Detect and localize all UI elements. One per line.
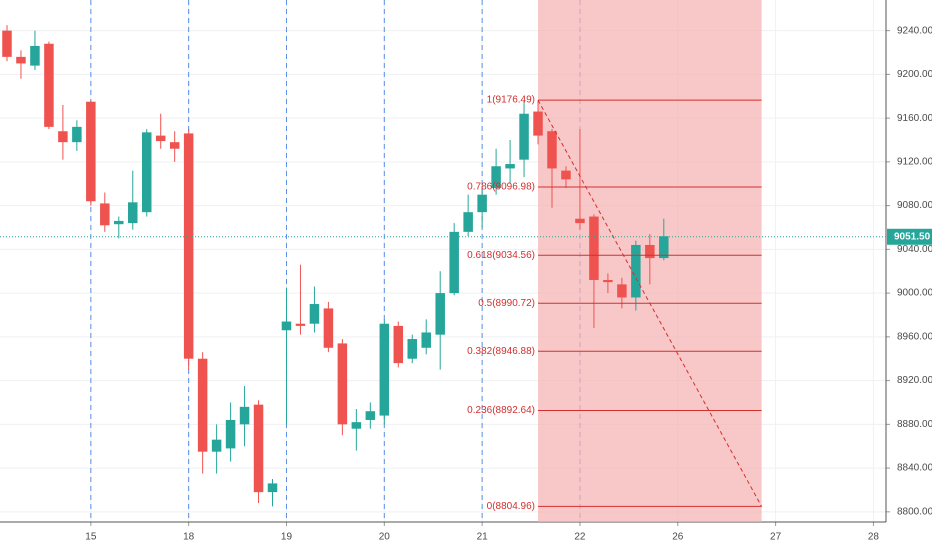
candle-body: [128, 202, 138, 224]
candle-body: [323, 308, 334, 348]
candle-body: [141, 132, 152, 213]
candle-body: [449, 231, 459, 294]
candle-body: [575, 218, 585, 224]
candle-body: [16, 56, 26, 64]
candle-body: [100, 203, 110, 226]
candle-body: [44, 43, 54, 127]
candle-body: [645, 244, 655, 259]
x-tick-label: 18: [183, 532, 195, 543]
y-tick-label: 9200.00: [897, 69, 932, 80]
x-tick-label: 19: [281, 532, 293, 543]
fib-label: 0.236(8892.64): [467, 405, 535, 416]
candle-body: [183, 133, 194, 359]
candle-body: [379, 323, 390, 416]
fib-label: 0.382(8946.88): [467, 346, 535, 357]
candle-body: [30, 45, 40, 66]
candle-body: [2, 30, 12, 57]
candle-body: [533, 111, 543, 136]
candle-body: [197, 358, 208, 452]
x-tick-label: 27: [770, 532, 782, 543]
candle-body: [505, 164, 515, 169]
candle-body: [58, 131, 68, 143]
candle-body: [421, 332, 431, 348]
candle-body: [589, 216, 599, 280]
x-tick-label: 22: [574, 532, 586, 543]
fib-label: 0.5(8990.72): [478, 298, 535, 309]
y-tick-label: 8880.00: [897, 419, 932, 430]
last-price-label: 9051.50: [894, 231, 931, 242]
candle-body: [155, 135, 166, 142]
candle-body: [365, 411, 376, 420]
y-tick-label: 8800.00: [897, 506, 932, 517]
x-tick-label: 15: [85, 532, 97, 543]
x-tick-label: 28: [868, 532, 880, 543]
y-tick-label: 8840.00: [897, 463, 932, 474]
y-tick-label: 8960.00: [897, 331, 932, 342]
last-price-box: [887, 228, 932, 245]
candle-body: [253, 404, 264, 493]
candle-body: [463, 212, 473, 232]
candle-body: [225, 419, 236, 449]
candle-body: [72, 126, 82, 143]
fib-label: 1(9176.49): [487, 95, 535, 106]
candle-body: [477, 194, 487, 213]
fib-label: 0(8804.96): [487, 501, 535, 512]
candle-body: [239, 406, 250, 425]
y-tick-label: 9240.00: [897, 25, 932, 36]
candle-body: [491, 166, 501, 189]
y-tick-label: 9120.00: [897, 157, 932, 168]
candle-body: [351, 422, 362, 429]
fib-trend-line: [537, 99, 763, 507]
y-tick-label: 9160.00: [897, 113, 932, 124]
candle-body: [211, 439, 222, 452]
candle-body: [603, 279, 613, 283]
x-tick-label: 26: [672, 532, 684, 543]
candle-body: [435, 293, 445, 335]
fib-label: 0.786(9096.98): [467, 182, 535, 193]
candle-body: [659, 236, 669, 259]
candle-body: [169, 142, 180, 149]
candle-body: [86, 101, 96, 202]
fib-label: 0.618(9034.56): [467, 250, 535, 261]
candle-body: [519, 113, 529, 160]
y-tick-label: 9000.00: [897, 288, 932, 299]
candle-body: [309, 304, 320, 324]
candle-body: [631, 244, 641, 298]
candle-body: [561, 170, 571, 180]
candle-body: [267, 483, 278, 493]
candle-body: [295, 323, 306, 326]
y-tick-label: 9080.00: [897, 200, 932, 211]
candle-body: [281, 321, 292, 331]
x-tick-label: 20: [379, 532, 391, 543]
candle-body: [393, 325, 404, 364]
candle-body: [617, 284, 627, 298]
y-tick-label: 8920.00: [897, 375, 932, 386]
x-tick-label: 21: [477, 532, 489, 543]
candle-body: [337, 343, 348, 425]
candle-body: [114, 220, 124, 225]
candle-body: [547, 131, 557, 169]
y-tick-label: 9040.00: [897, 244, 932, 255]
candle-body: [407, 339, 418, 359]
